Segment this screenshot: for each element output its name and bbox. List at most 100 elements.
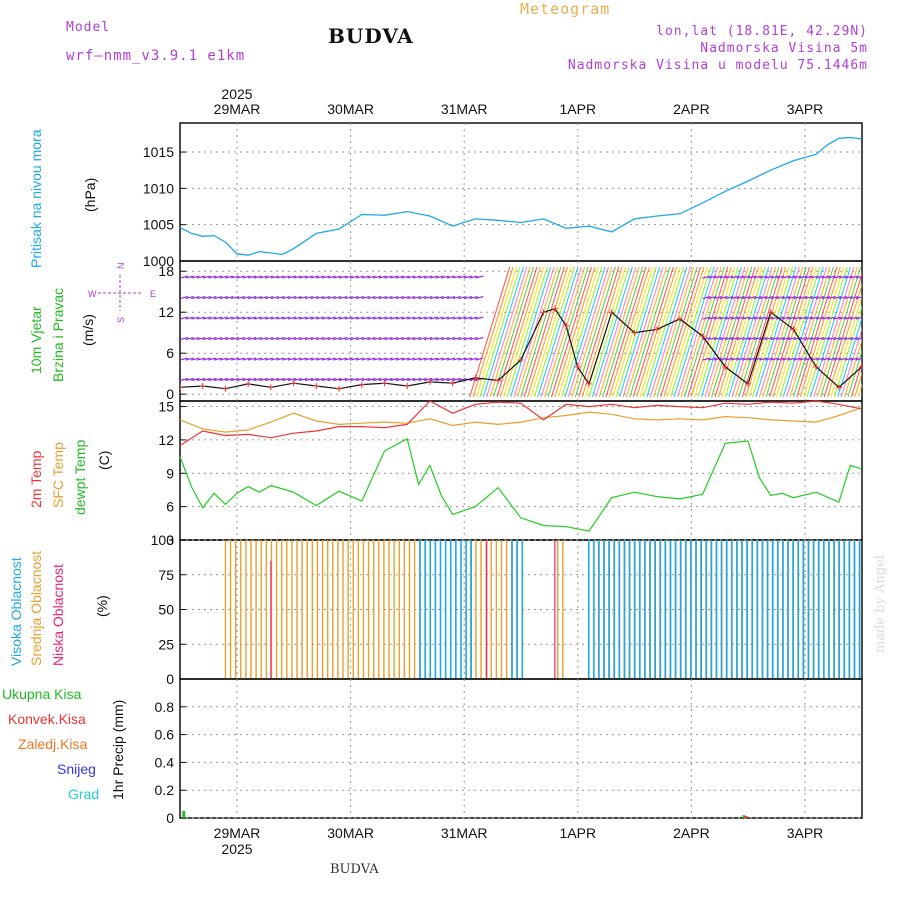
wind-barb bbox=[458, 357, 467, 361]
wind-marker bbox=[608, 309, 615, 316]
wind-barb bbox=[781, 336, 791, 341]
wind-barb bbox=[479, 266, 521, 398]
wind-barb bbox=[823, 271, 862, 398]
wind-marker bbox=[449, 380, 456, 387]
wind-barb bbox=[338, 275, 348, 279]
wind-barb bbox=[316, 357, 325, 361]
wind-barb bbox=[310, 377, 319, 382]
wind-barb bbox=[697, 266, 739, 398]
wind-barb bbox=[724, 266, 766, 398]
wind-marker bbox=[540, 309, 547, 316]
wind-barb bbox=[327, 377, 336, 382]
wind-barb bbox=[321, 357, 331, 361]
wind-barb bbox=[191, 357, 200, 361]
wind-barb bbox=[591, 266, 633, 398]
wind-barb bbox=[844, 275, 853, 279]
wind-barb bbox=[850, 275, 859, 279]
wind-barb bbox=[469, 357, 478, 361]
wind-barb bbox=[242, 295, 251, 300]
wind-barb bbox=[265, 275, 274, 279]
wind-barb bbox=[854, 371, 862, 398]
wind-barb bbox=[316, 336, 325, 341]
wind-barb bbox=[191, 275, 200, 279]
wind-barb bbox=[753, 275, 762, 279]
wind-barb bbox=[299, 377, 308, 382]
wind-barb bbox=[338, 295, 348, 300]
wind-barb bbox=[608, 266, 650, 398]
wind-barb bbox=[355, 316, 365, 320]
legend-hail: Grad bbox=[68, 786, 100, 802]
cloud-ytick-label: 0 bbox=[166, 671, 174, 687]
wind-barb bbox=[424, 336, 433, 341]
wind-barb bbox=[321, 377, 331, 382]
wind-barb bbox=[424, 316, 433, 320]
wind-barb bbox=[717, 266, 759, 398]
wind-barb bbox=[833, 275, 842, 279]
elevation: Nadmorska Visina 5m bbox=[700, 41, 868, 56]
wind-barb bbox=[821, 336, 830, 341]
dewpt-line bbox=[179, 437, 862, 532]
wind-barb bbox=[418, 316, 427, 320]
wind-barb bbox=[844, 357, 853, 361]
wind-barb bbox=[355, 377, 365, 382]
pressure-ytick-label: 1005 bbox=[143, 217, 174, 233]
wind-barb bbox=[660, 266, 702, 398]
wind-barb bbox=[378, 357, 387, 361]
wind-barb bbox=[523, 266, 565, 398]
wind-barb bbox=[752, 266, 794, 398]
wind-barb bbox=[333, 295, 342, 300]
wind-barb bbox=[344, 336, 353, 341]
wind-barb bbox=[816, 357, 825, 361]
wind-barb bbox=[581, 266, 623, 398]
wind-barb bbox=[452, 357, 461, 361]
wind-barb bbox=[702, 336, 711, 341]
compass-w: W bbox=[88, 289, 97, 299]
wind-barb bbox=[673, 266, 715, 398]
wind-barb bbox=[838, 336, 848, 341]
wind-barb bbox=[265, 295, 274, 300]
wind-barb bbox=[469, 266, 511, 398]
wind-barb bbox=[764, 336, 774, 341]
wind-barb bbox=[816, 266, 858, 398]
wind-barb bbox=[793, 295, 802, 300]
wind-barb bbox=[355, 275, 365, 279]
wind-barb bbox=[702, 275, 711, 279]
wind-barb bbox=[798, 295, 808, 300]
wind-barb bbox=[202, 295, 211, 300]
wind-barb bbox=[293, 377, 302, 382]
wind-barb bbox=[378, 275, 387, 279]
wind-barb bbox=[367, 316, 376, 320]
wind-barb bbox=[395, 377, 404, 382]
precip-ytick-label: 0.8 bbox=[155, 699, 175, 715]
wind-barb bbox=[361, 275, 370, 279]
wind-marker bbox=[676, 316, 683, 323]
wind-marker bbox=[813, 363, 820, 370]
wind-barb bbox=[840, 327, 862, 398]
wind-barb bbox=[219, 336, 228, 341]
wind-barb bbox=[458, 336, 467, 341]
wind-barb bbox=[350, 295, 359, 300]
wind-barb bbox=[776, 357, 785, 361]
wind-barb bbox=[384, 357, 393, 361]
wind-barb bbox=[803, 266, 845, 398]
wind-barb bbox=[787, 275, 796, 279]
wind-marker bbox=[472, 374, 479, 381]
wind-barb bbox=[259, 295, 268, 300]
wind-barb bbox=[844, 336, 853, 341]
wind-barb bbox=[463, 275, 473, 279]
wind-barb bbox=[646, 266, 688, 398]
wind-barb bbox=[782, 266, 824, 398]
wind-barb bbox=[208, 316, 217, 320]
wind-barb bbox=[304, 295, 314, 300]
wind-barb bbox=[813, 266, 855, 398]
wind-barb bbox=[809, 266, 852, 398]
wind-barb bbox=[475, 275, 484, 279]
wind-barb bbox=[753, 316, 762, 320]
wind-barb bbox=[838, 295, 848, 300]
wind-barb bbox=[861, 277, 862, 279]
wind-barb bbox=[458, 295, 467, 300]
wind-marker bbox=[358, 381, 365, 388]
wind-barb bbox=[225, 275, 234, 279]
wind-barb bbox=[253, 316, 262, 320]
wind-barb bbox=[208, 295, 217, 300]
